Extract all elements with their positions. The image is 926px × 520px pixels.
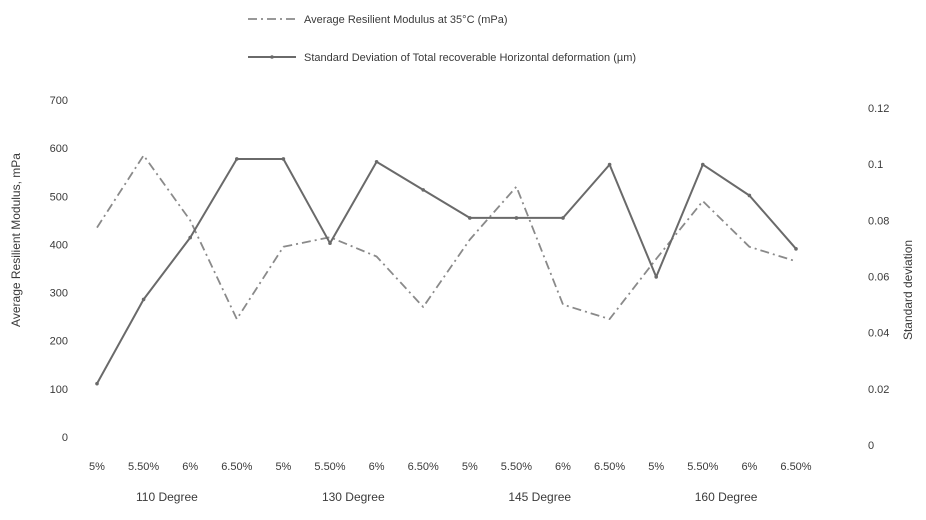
series-line-1 bbox=[96, 154, 797, 321]
x-group-label: 110 Degree bbox=[136, 490, 198, 504]
x-tick-label: 6.50% bbox=[408, 461, 439, 473]
x-tick-label: 6% bbox=[741, 461, 757, 473]
series-point-2 bbox=[188, 235, 192, 240]
right-tick-label: 0 bbox=[868, 440, 874, 452]
x-tick-label: 6.50% bbox=[780, 461, 811, 473]
x-tick-label: 5.50% bbox=[687, 461, 718, 473]
x-tick-label: 5% bbox=[275, 461, 291, 473]
series-point-2 bbox=[235, 157, 239, 161]
series-line-2 bbox=[96, 158, 797, 385]
left-axis-title: Average Resilient Modulus, mPa bbox=[9, 153, 23, 327]
series-point-2 bbox=[421, 188, 426, 192]
right-axis-title: Standard deviation bbox=[901, 240, 915, 340]
x-tick-label: 5.50% bbox=[128, 461, 159, 473]
series-point-2 bbox=[794, 247, 798, 251]
right-tick-label: 0.08 bbox=[868, 215, 889, 227]
legend-label-1: Average Resilient Modulus at 35°C (mPa) bbox=[304, 14, 508, 26]
series-point-2 bbox=[141, 297, 146, 302]
left-tick-label: 700 bbox=[50, 95, 68, 107]
right-tick-label: 0.02 bbox=[868, 384, 889, 396]
right-tick-label: 0.04 bbox=[868, 328, 889, 340]
series-point-2 bbox=[747, 193, 752, 198]
x-tick-label: 5% bbox=[89, 461, 105, 473]
left-tick-label: 300 bbox=[50, 288, 68, 300]
legend: Average Resilient Modulus at 35°C (mPa) S… bbox=[248, 14, 636, 64]
legend-label-2: Standard Deviation of Total recoverable … bbox=[304, 52, 636, 64]
left-tick-label: 0 bbox=[62, 432, 68, 444]
x-tick-label: 6% bbox=[555, 461, 571, 473]
right-tick-label: 0.12 bbox=[868, 103, 889, 115]
series-point-2 bbox=[281, 157, 286, 161]
right-tick-label: 0.1 bbox=[868, 159, 883, 171]
x-tick-label: 6.50% bbox=[221, 461, 252, 473]
right-tick-label: 0.06 bbox=[868, 272, 889, 284]
series-point-2 bbox=[374, 159, 379, 164]
left-y-axis: 0 100 200 300 400 500 600 700 bbox=[50, 95, 68, 444]
series-point-2 bbox=[95, 381, 99, 386]
series-point-2 bbox=[701, 162, 705, 167]
series-point-2 bbox=[561, 216, 565, 220]
series-point-2 bbox=[607, 162, 612, 167]
left-tick-label: 100 bbox=[50, 384, 68, 396]
x-tick-label: 6.50% bbox=[594, 461, 625, 473]
x-tick-label: 6% bbox=[369, 461, 385, 473]
x-group-label: 160 Degree bbox=[695, 490, 758, 504]
x-group-label: 145 Degree bbox=[508, 490, 571, 504]
x-tick-label: 5.50% bbox=[501, 461, 532, 473]
x-axis: 5% 5.50% 6% 6.50% 5% 5.50% 6% 6.50% 5% 5.50% 6% 6.5… bbox=[89, 461, 812, 504]
series-point-2 bbox=[514, 216, 519, 220]
right-y-axis: 0 0.02 0.04 0.06 0.08 0.1 0.12 bbox=[868, 103, 889, 452]
x-group-label: 130 Degree bbox=[322, 490, 385, 504]
series-point-2 bbox=[654, 275, 658, 279]
legend-marker-2 bbox=[270, 55, 274, 59]
left-tick-label: 500 bbox=[50, 191, 68, 203]
series-layer bbox=[95, 154, 798, 386]
left-tick-label: 600 bbox=[50, 143, 68, 155]
x-tick-label: 6% bbox=[182, 461, 198, 473]
series-point-2 bbox=[328, 241, 332, 246]
left-tick-label: 400 bbox=[50, 239, 68, 251]
x-tick-label: 5% bbox=[648, 461, 664, 473]
x-tick-label: 5.50% bbox=[314, 461, 345, 473]
x-tick-label: 5% bbox=[462, 461, 478, 473]
left-tick-label: 200 bbox=[50, 336, 68, 348]
series-point-2 bbox=[468, 216, 472, 220]
